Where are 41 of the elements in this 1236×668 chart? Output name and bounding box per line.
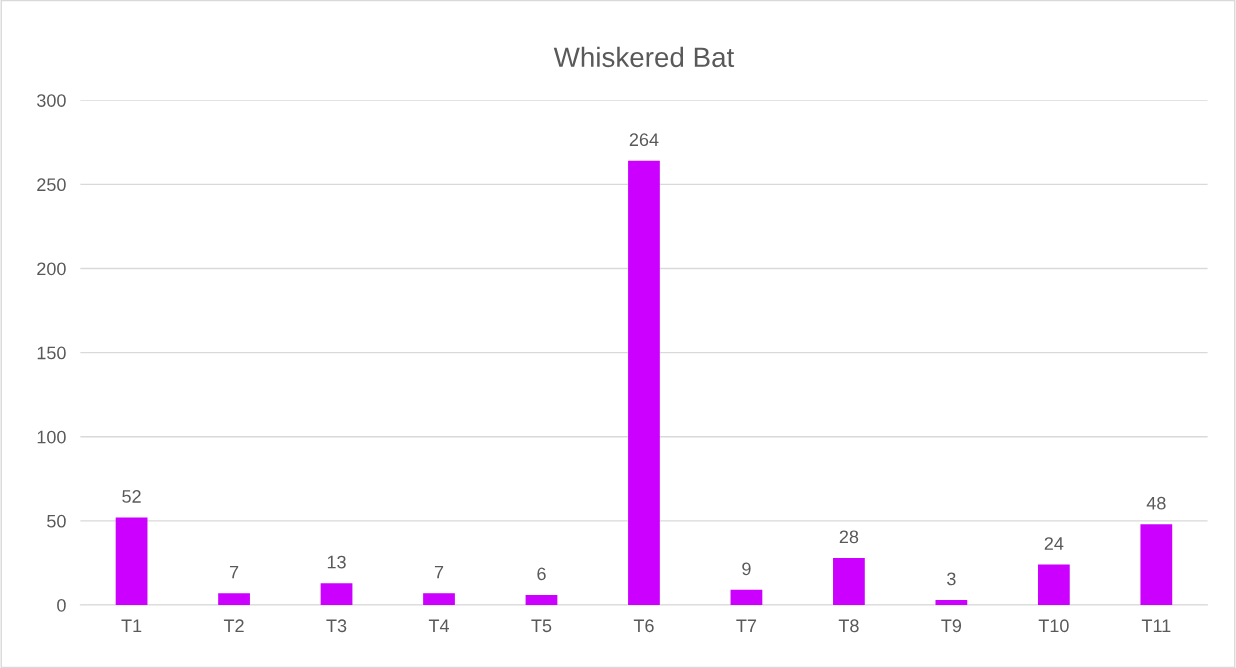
data-label: 7	[229, 565, 239, 579]
data-label: 52	[122, 490, 141, 503]
bar	[115, 517, 148, 606]
y-tick-label: 250	[37, 178, 66, 192]
x-tick-label: T7	[736, 619, 757, 632]
data-label: 48	[1146, 496, 1166, 510]
data-label: 24	[1044, 537, 1064, 550]
data-label: 28	[839, 530, 859, 544]
bar	[730, 589, 763, 606]
y-tick-label: 300	[37, 94, 66, 107]
bar	[423, 593, 455, 606]
bar	[525, 594, 558, 606]
data-label: 264	[629, 133, 659, 147]
bar	[320, 583, 353, 606]
y-tick-label: 50	[47, 514, 66, 528]
data-label: 3	[947, 572, 956, 586]
x-tick-label: T2	[223, 619, 244, 632]
x-tick-label: T11	[1141, 619, 1171, 632]
x-tick-label: T6	[633, 619, 654, 633]
y-tick-label: 100	[37, 430, 66, 444]
x-tick-label: T4	[428, 619, 450, 632]
bar	[1037, 564, 1070, 606]
bar	[1140, 524, 1173, 606]
bar	[935, 599, 968, 606]
data-label: 6	[537, 567, 546, 581]
x-tick-label: T3	[326, 619, 347, 633]
y-tick-label: 200	[37, 262, 66, 276]
y-tick-label: 150	[37, 346, 66, 360]
bar	[218, 593, 250, 606]
data-label: 13	[327, 555, 346, 569]
data-label: 9	[742, 562, 751, 576]
bar	[628, 160, 660, 606]
data-label: 7	[434, 565, 444, 579]
y-tick-label: 0	[57, 598, 66, 612]
x-tick-label: T9	[941, 619, 962, 633]
x-tick-label: T1	[121, 619, 142, 632]
x-tick-label: T8	[838, 619, 859, 633]
x-tick-label: T5	[531, 619, 552, 633]
x-tick-label: T10	[1038, 619, 1069, 633]
chart-title: Whiskered Bat	[553, 46, 735, 68]
bar	[833, 557, 865, 606]
